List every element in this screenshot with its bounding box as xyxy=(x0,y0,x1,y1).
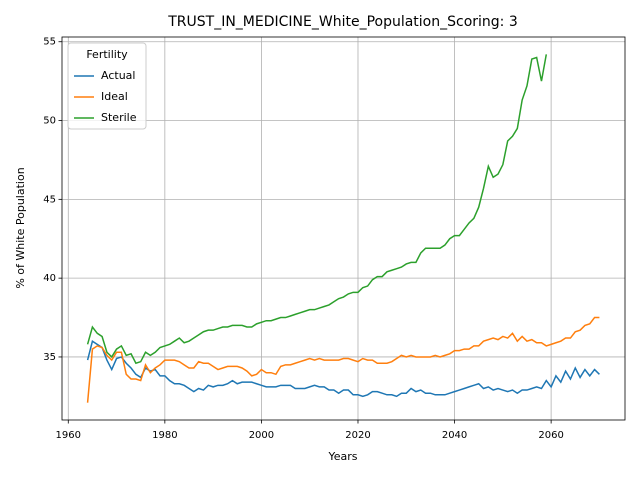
x-tick-label: 2000 xyxy=(249,430,274,441)
chart-title: TRUST_IN_MEDICINE_White_Population_Scori… xyxy=(167,14,518,30)
y-tick-label: 35 xyxy=(43,352,56,363)
plot-frame xyxy=(61,36,626,421)
legend-box xyxy=(67,42,147,130)
y-tick-label: 40 xyxy=(43,273,56,284)
y-tick-label: 50 xyxy=(43,116,56,127)
x-tick-label: 2040 xyxy=(442,430,467,441)
legend-label: Actual xyxy=(101,69,135,82)
x-tick-label: 1980 xyxy=(152,430,177,441)
x-tick-label: 1960 xyxy=(56,430,81,441)
x-tick-label: 2020 xyxy=(345,430,370,441)
series-line xyxy=(86,54,548,365)
y-tick-label: 55 xyxy=(43,37,56,48)
legend-title: Fertility xyxy=(86,48,128,61)
x-tick-label: 2060 xyxy=(538,430,563,441)
legend-label: Sterile xyxy=(101,111,137,124)
legend: Fertility Actual Ideal Sterile xyxy=(67,42,147,130)
x-axis-label: Years xyxy=(327,450,357,463)
series-line xyxy=(86,316,600,403)
y-tick-label: 45 xyxy=(43,194,56,205)
series-line xyxy=(86,339,600,398)
y-axis-label: % of White Population xyxy=(14,167,27,288)
legend-label: Ideal xyxy=(101,90,128,103)
